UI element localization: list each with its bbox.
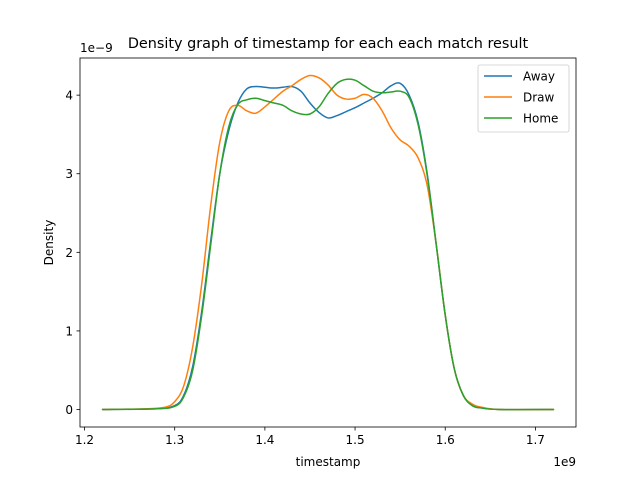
legend-label-draw: Draw [523, 91, 555, 105]
y-tick-label: 3 [65, 167, 73, 181]
chart-title: Density graph of timestamp for each each… [128, 36, 529, 52]
y-tick-label: 4 [65, 89, 73, 103]
series-layer [101, 74, 555, 411]
y-tick-label: 0 [65, 403, 73, 417]
x-offset-label: 1e9 [553, 455, 576, 469]
y-axis: 0 1 2 3 4 [65, 89, 80, 417]
x-tick-label: 1.7 [526, 433, 545, 447]
legend: Away Draw Home [477, 64, 570, 133]
x-tick-label: 1.2 [75, 433, 94, 447]
x-axis-label: timestamp [296, 455, 361, 469]
legend-label-home: Home [523, 112, 558, 126]
legend-box [477, 64, 570, 133]
series-line-home [101, 78, 555, 411]
legend-label-away: Away [523, 70, 555, 84]
y-tick-label: 2 [65, 246, 73, 260]
plot-frame [79, 57, 577, 428]
x-tick-label: 1.6 [436, 433, 455, 447]
y-axis-label: Density [42, 220, 56, 266]
x-tick-label: 1.4 [255, 433, 274, 447]
y-offset-label: 1e−9 [80, 41, 113, 55]
x-axis: 1.2 1.3 1.4 1.5 1.6 1.7 [75, 427, 545, 447]
x-tick-label: 1.3 [165, 433, 184, 447]
y-tick-label: 1 [65, 324, 73, 338]
x-tick-label: 1.5 [346, 433, 365, 447]
